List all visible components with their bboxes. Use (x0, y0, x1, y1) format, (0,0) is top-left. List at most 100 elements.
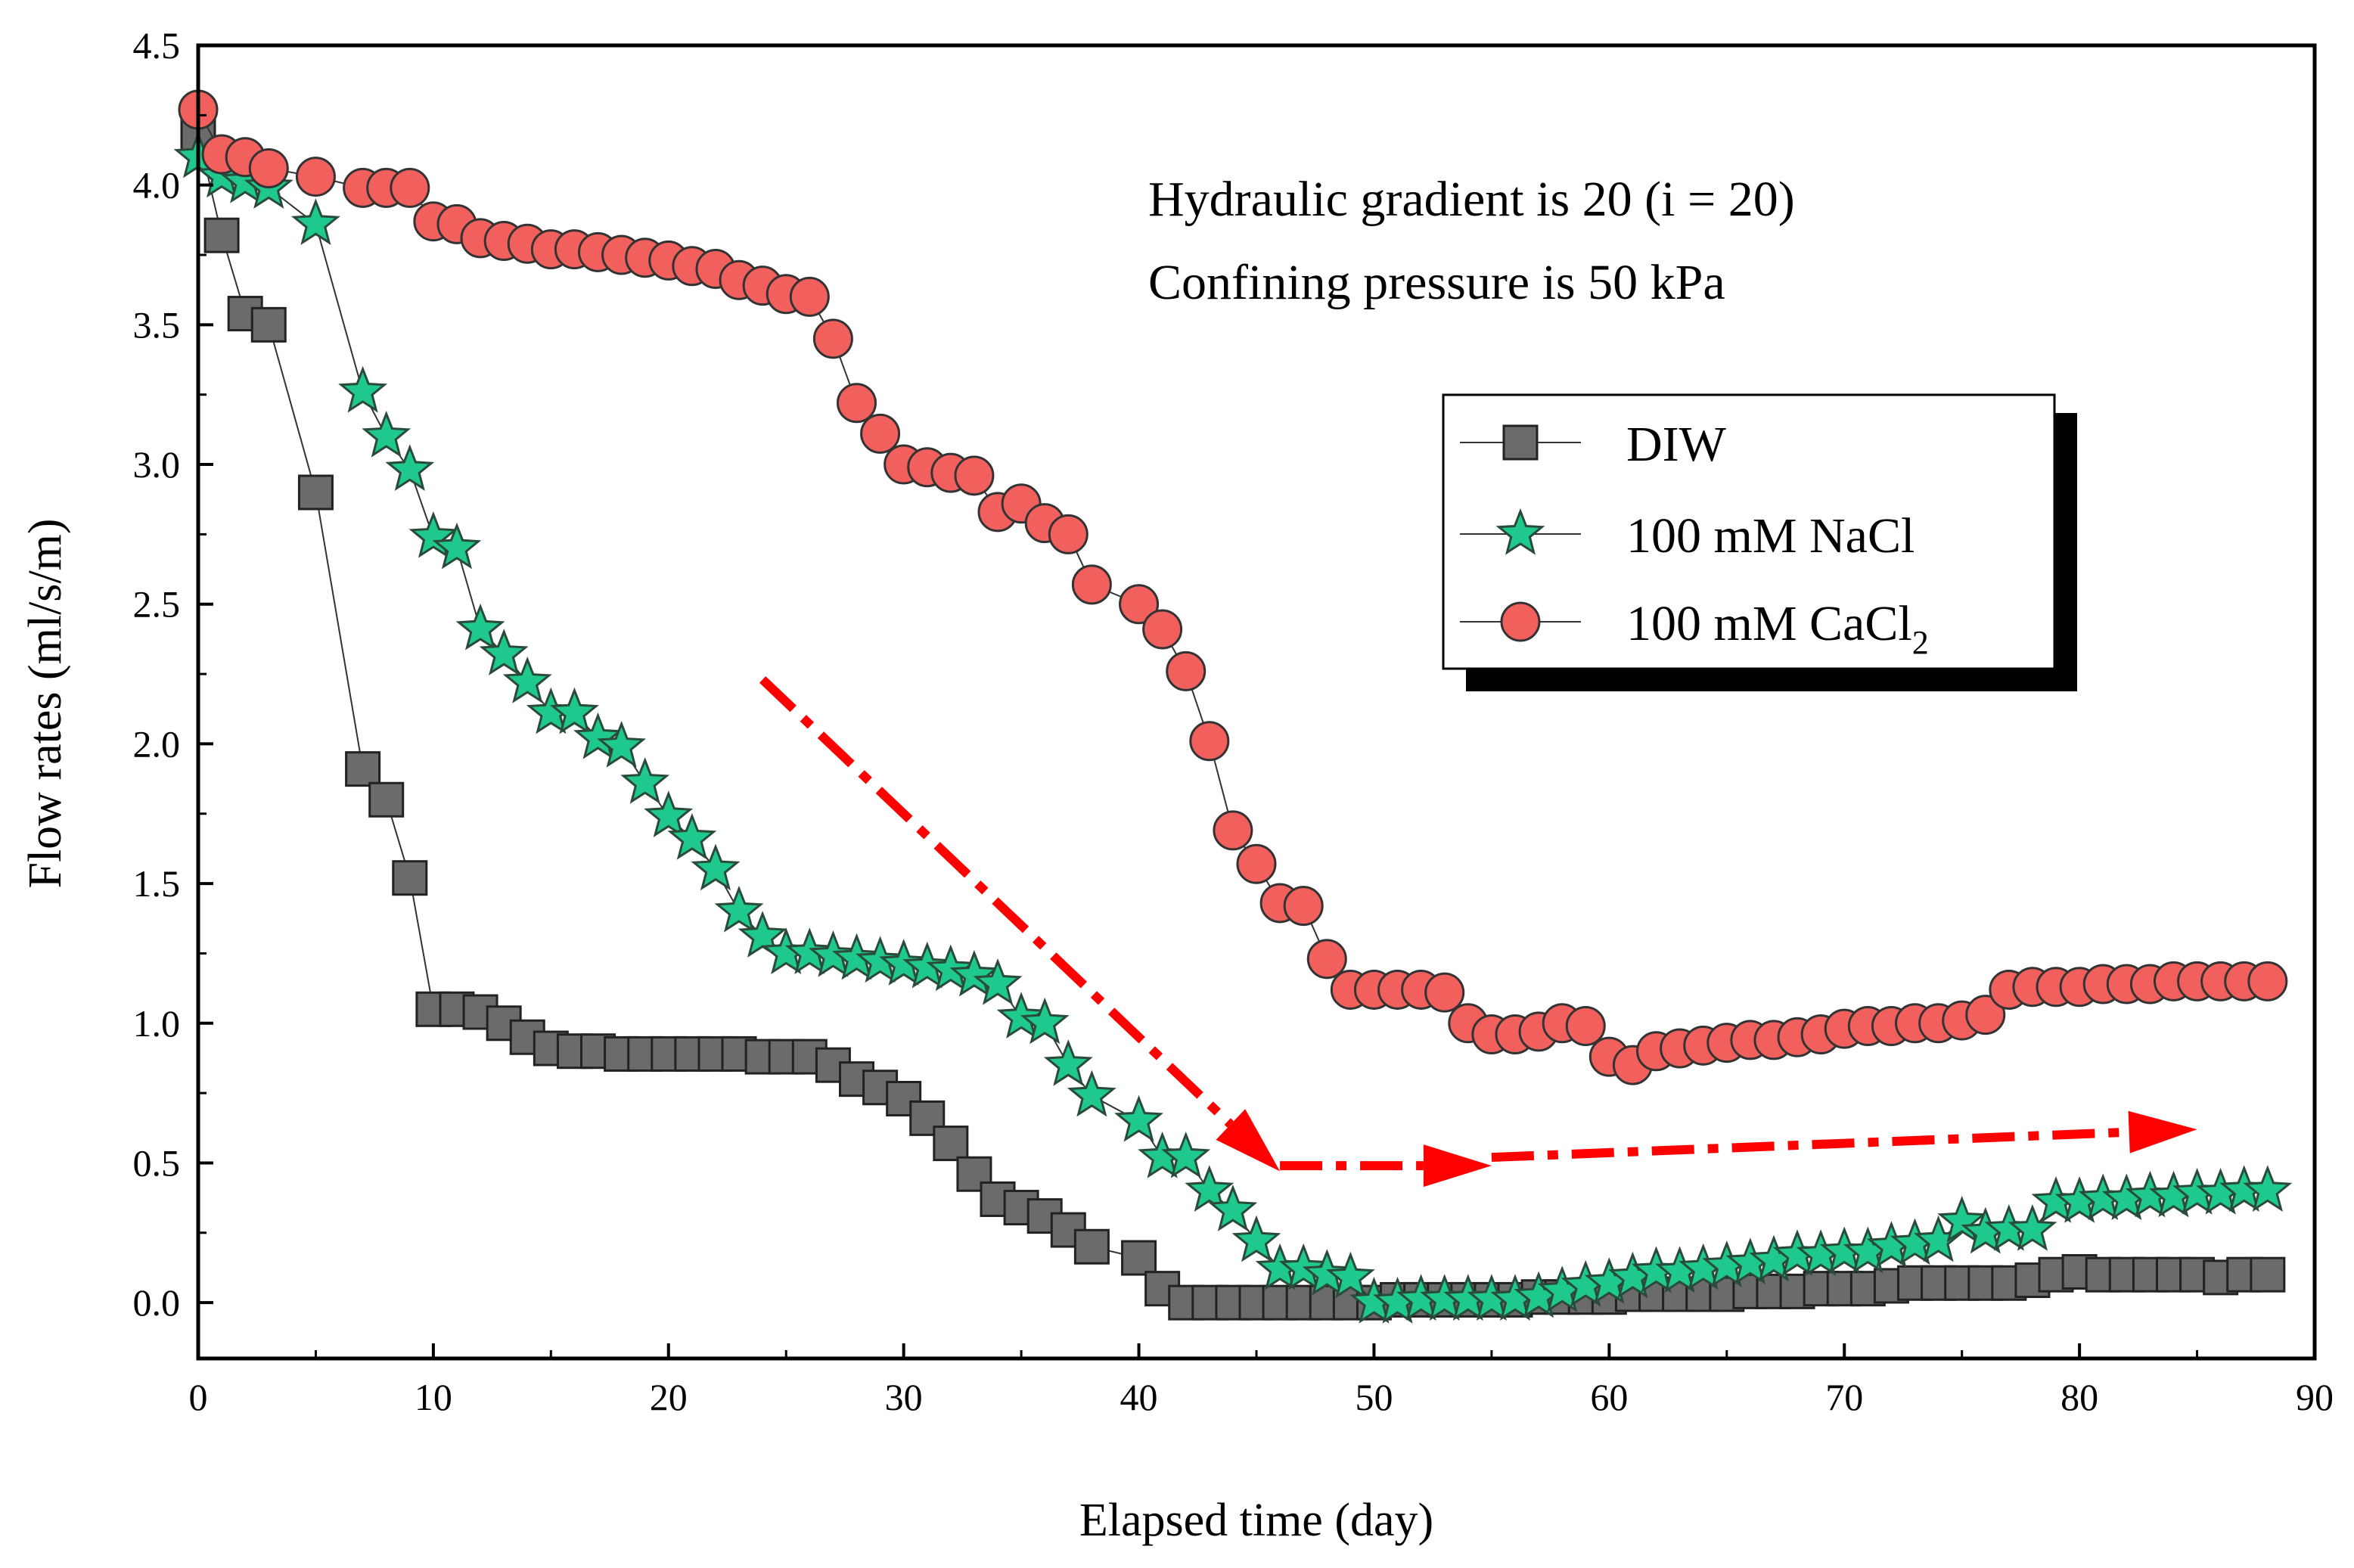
data-point (549, 687, 599, 734)
data-point (856, 936, 905, 983)
data-point (1424, 972, 1465, 1013)
data-point (1073, 1228, 1110, 1265)
data-point (691, 843, 741, 891)
y-tick-label: 2.5 (133, 583, 181, 626)
x-tick-label: 50 (1355, 1376, 1393, 1418)
trend-arrows (759, 676, 2197, 1188)
legend-marker (1502, 424, 1539, 461)
series-layer (173, 89, 2293, 1324)
data-point (644, 790, 694, 838)
data-point (1306, 939, 1347, 980)
x-tick-label: 0 (189, 1376, 208, 1418)
y-tick-label: 3.5 (133, 303, 181, 346)
data-point (784, 927, 834, 975)
data-point (250, 306, 287, 343)
data-point (714, 885, 764, 933)
data-point (2250, 1256, 2286, 1293)
legend-label: 100 mM NaCl (1626, 508, 1915, 564)
data-point (1071, 564, 1112, 605)
data-point (902, 941, 952, 989)
legend-label: 100 mM CaCl2 (1626, 596, 1929, 661)
data-point (392, 860, 428, 896)
data-point (1565, 1005, 1606, 1046)
data-point (954, 455, 995, 496)
data-point (1119, 584, 1160, 625)
data-point (1043, 1039, 1093, 1086)
data-point (1185, 1165, 1234, 1212)
data-point (248, 148, 289, 189)
data-point (502, 656, 552, 703)
y-tick-label: 2.0 (133, 722, 181, 765)
data-point (2243, 1165, 2293, 1212)
x-tick-label: 60 (1590, 1376, 1628, 1418)
trend-arrow-line (1491, 1127, 2129, 1163)
data-point (362, 410, 411, 458)
legend-label-subscript: 2 (1912, 624, 1929, 661)
x-axis-label: Elapsed time (day) (1079, 1495, 1433, 1546)
x-tick-label: 70 (1825, 1376, 1863, 1418)
data-point (1937, 1195, 1987, 1243)
data-point (620, 756, 670, 804)
series-circle (178, 89, 2288, 1085)
data-point (385, 444, 435, 492)
x-tick-label: 30 (885, 1376, 923, 1418)
y-tick-label: 4.5 (133, 24, 181, 67)
data-point (1114, 1094, 1163, 1142)
y-axis-label: Flow rates (ml/s/m) (20, 518, 71, 888)
data-point (2008, 1203, 2057, 1251)
data-point (1302, 1249, 1352, 1296)
x-tick-label: 90 (2296, 1376, 2334, 1418)
data-point (973, 958, 1023, 1005)
data-point (479, 629, 529, 675)
x-tick-label: 40 (1120, 1376, 1158, 1418)
data-point (573, 712, 623, 759)
data-point (812, 318, 853, 359)
data-point (203, 217, 240, 253)
data-point (295, 157, 336, 197)
data-point (2247, 961, 2288, 1001)
trend-arrow-head (2128, 1110, 2197, 1153)
trend-arrow-line (759, 676, 1234, 1128)
data-point (1236, 843, 1277, 884)
data-point (1048, 514, 1088, 554)
data-point (345, 751, 381, 787)
legend-marker (1500, 601, 1541, 642)
data-point (836, 383, 877, 424)
legend-entries: DIW 100 mM NaCl 100 mM CaCl2 (1460, 417, 1929, 661)
data-point (1965, 995, 2006, 1036)
y-tick-label: 0.0 (133, 1281, 181, 1324)
legend: DIW 100 mM NaCl 100 mM CaCl2 (1442, 393, 2077, 691)
trend-arrow-head (1216, 1109, 1281, 1172)
data-point (390, 167, 430, 208)
data-point (667, 812, 717, 860)
data-point (1325, 1251, 1375, 1299)
data-point (368, 781, 405, 818)
x-tick-label: 20 (650, 1376, 688, 1418)
annotation-hydraulic-gradient: Hydraulic gradient is 20 (i = 20) (1148, 172, 1795, 227)
data-point (1189, 721, 1230, 762)
data-point (1231, 1215, 1281, 1262)
x-tick-label: 80 (2061, 1376, 2098, 1418)
data-point (789, 276, 830, 317)
data-point (455, 603, 505, 650)
legend-label: DIW (1626, 417, 1727, 472)
data-point (1067, 1070, 1116, 1117)
data-point (432, 522, 482, 570)
data-point (338, 365, 388, 413)
y-tick-label: 3.0 (133, 443, 181, 486)
x-tick-label: 10 (415, 1376, 452, 1418)
axes: 0 10 20 30 40 50 60 70 80 90 0.0 0.5 1.0 1.5 2.0 2.5 3.0… (133, 24, 2334, 1418)
data-point (860, 413, 901, 454)
data-point (949, 949, 999, 997)
data-point (879, 939, 929, 986)
data-point (1283, 886, 1324, 927)
data-point (1121, 1240, 1157, 1276)
data-point (808, 930, 858, 977)
data-point (1208, 1185, 1258, 1231)
legend-marker (1495, 508, 1545, 555)
data-point (1213, 810, 1253, 851)
data-point (290, 198, 340, 246)
annotation-confining-pressure: Confining pressure is 50 kPa (1148, 255, 1725, 310)
data-point (832, 933, 881, 980)
